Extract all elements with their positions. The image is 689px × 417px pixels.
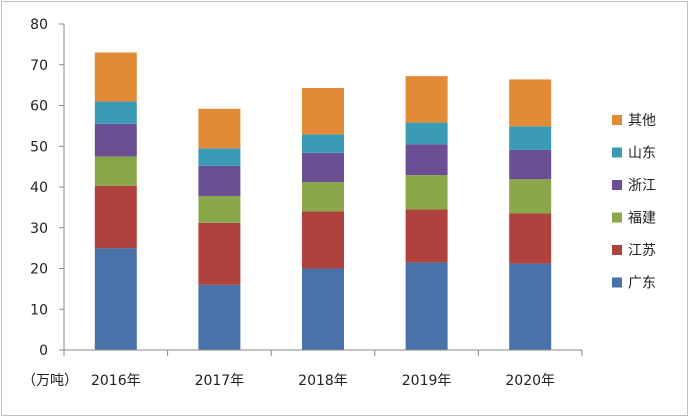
y-tick-label: 10 bbox=[30, 302, 48, 318]
bar-segment-2019年-浙江 bbox=[405, 144, 448, 176]
bar-segment-2019年-山东 bbox=[405, 122, 448, 145]
bar-segment-2018年-其他 bbox=[302, 87, 344, 135]
legend-swatch-其他 bbox=[612, 115, 622, 125]
bar-segment-2020年-广东 bbox=[509, 263, 552, 350]
bar-segment-2017年-江苏 bbox=[198, 222, 241, 285]
legend-label-江苏: 江苏 bbox=[628, 243, 656, 259]
legend-label-浙江: 浙江 bbox=[628, 178, 656, 194]
legend-label-福建: 福建 bbox=[628, 211, 656, 227]
bars-layer bbox=[94, 52, 552, 350]
y-tick-label: 50 bbox=[30, 139, 48, 155]
bar-segment-2020年-江苏 bbox=[509, 213, 552, 264]
bar-segment-2018年-浙江 bbox=[302, 152, 344, 183]
bar-segment-2019年-其他 bbox=[405, 76, 448, 123]
legend-swatch-广东 bbox=[612, 277, 622, 288]
y-tick-label: 70 bbox=[30, 58, 48, 74]
bar-segment-2020年-山东 bbox=[509, 126, 552, 150]
x-tick-label: 2019年 bbox=[402, 373, 452, 389]
legend-swatch-山东 bbox=[612, 147, 622, 158]
y-tick-label: 30 bbox=[30, 221, 48, 237]
bar-segment-2016年-江苏 bbox=[94, 185, 137, 249]
bar-segment-2018年-福建 bbox=[302, 182, 344, 212]
x-tick-label: 2017年 bbox=[195, 373, 245, 389]
bar-segment-2020年-福建 bbox=[509, 179, 552, 214]
bar-segment-2018年-江苏 bbox=[302, 211, 344, 269]
bar-segment-2017年-山东 bbox=[198, 148, 241, 166]
bar-segment-2018年-山东 bbox=[302, 134, 344, 153]
bar-segment-2016年-山东 bbox=[94, 101, 137, 124]
y-unit-label: （万吨） bbox=[22, 373, 78, 389]
bar-segment-2017年-其他 bbox=[198, 108, 241, 149]
axes-layer: 0 10 20 30 40 50 60 70 80 2016年 2017年 2018年 2019年 202… bbox=[22, 17, 583, 389]
y-tick-label: 40 bbox=[30, 180, 48, 196]
y-tick-label: 0 bbox=[39, 343, 48, 359]
legend-swatch-福建 bbox=[612, 212, 622, 223]
legend-label-广东: 广东 bbox=[628, 276, 656, 292]
y-tick-label: 20 bbox=[30, 262, 48, 278]
bar-segment-2016年-其他 bbox=[94, 52, 137, 102]
bar-segment-2019年-福建 bbox=[405, 175, 448, 210]
legend-swatch-浙江 bbox=[612, 180, 622, 190]
bar-segment-2020年-浙江 bbox=[509, 149, 552, 180]
legend-label-山东: 山东 bbox=[628, 146, 656, 162]
bar-segment-2016年-浙江 bbox=[94, 123, 137, 157]
bar-segment-2018年-广东 bbox=[302, 268, 344, 350]
legend-label-其他: 其他 bbox=[628, 113, 656, 129]
x-tick-label: 2016年 bbox=[91, 373, 141, 389]
y-tick-label: 60 bbox=[30, 99, 48, 115]
legend-swatch-江苏 bbox=[612, 245, 622, 255]
x-tick-label: 2020年 bbox=[505, 373, 555, 389]
bar-segment-2017年-广东 bbox=[198, 284, 241, 350]
bar-segment-2016年-福建 bbox=[94, 156, 137, 186]
bar-segment-2019年-江苏 bbox=[405, 209, 448, 263]
bar-segment-2016年-广东 bbox=[94, 248, 137, 350]
y-tick-label: 80 bbox=[30, 17, 48, 33]
bar-segment-2020年-其他 bbox=[509, 79, 552, 127]
bar-segment-2019年-广东 bbox=[405, 262, 448, 350]
x-tick-label: 2018年 bbox=[298, 373, 348, 389]
bar-segment-2017年-浙江 bbox=[198, 165, 241, 196]
bar-segment-2017年-福建 bbox=[198, 195, 241, 223]
